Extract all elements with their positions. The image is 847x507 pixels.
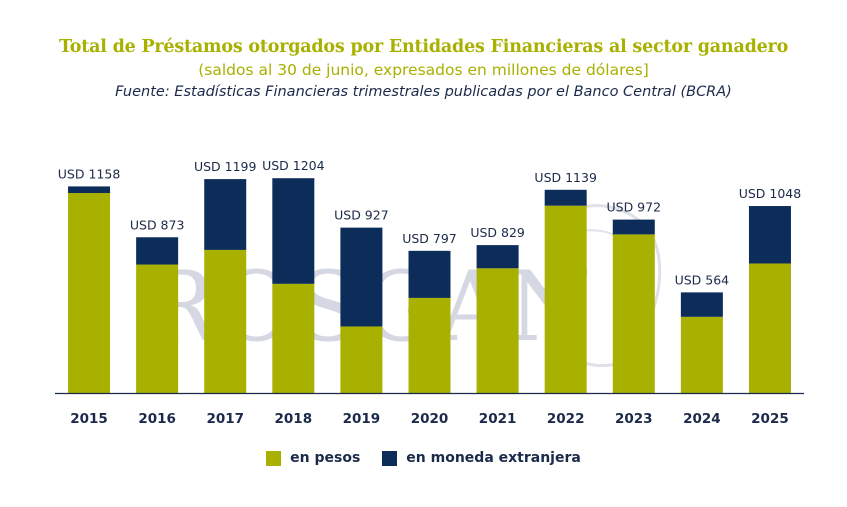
x-tick-labels-group: 2015 2016 2017 2018 2019 2020 2021 2022 2023 2024… <box>70 411 788 427</box>
bar-extranjera-2017 <box>204 179 247 250</box>
bar-extranjera-2020 <box>408 250 451 298</box>
bar-extranjera-2024 <box>680 292 723 317</box>
bar-pesos-2025 <box>748 263 791 393</box>
value-label-2021: USD 829 <box>470 225 525 240</box>
bar-pesos-2019 <box>340 326 383 393</box>
chart-title: Total de Préstamos otorgados por Entidad… <box>58 37 789 57</box>
x-tick-2018: 2018 <box>275 411 313 427</box>
bar-pesos-2023 <box>612 234 655 393</box>
value-label-2022: USD 1139 <box>534 170 597 185</box>
bar-pesos-2015 <box>68 193 111 393</box>
bar-pesos-2024 <box>680 316 723 393</box>
legend-label-extranjera: en moneda extranjera <box>406 450 581 466</box>
bar-extranjera-2015 <box>68 186 111 194</box>
bar-extranjera-2019 <box>340 227 383 327</box>
x-tick-2017: 2017 <box>206 411 244 427</box>
value-label-2024: USD 564 <box>675 272 730 287</box>
value-labels-group: USD 1158 USD 873 USD 1199 USD 1204 USD 927 US… <box>58 158 801 287</box>
x-tick-2021: 2021 <box>479 411 517 427</box>
x-tick-2023: 2023 <box>615 411 653 427</box>
chart-source: Fuente: Estadísticas Financieras trimest… <box>115 84 732 100</box>
x-tick-2020: 2020 <box>411 411 449 427</box>
value-label-2025: USD 1048 <box>739 186 802 201</box>
bar-extranjera-2025 <box>748 206 791 264</box>
bar-extranjera-2023 <box>612 219 655 235</box>
x-tick-2022: 2022 <box>547 411 585 427</box>
bar-pesos-2018 <box>272 283 315 393</box>
bar-pesos-2020 <box>408 297 451 393</box>
legend-swatch-pesos <box>266 450 282 466</box>
value-label-2020: USD 797 <box>402 231 457 246</box>
legend: en pesos en moneda extranjera <box>0 450 847 466</box>
value-label-2019: USD 927 <box>334 208 389 223</box>
bar-pesos-2022 <box>544 205 587 393</box>
x-tick-2019: 2019 <box>343 411 381 427</box>
legend-item-pesos: en pesos <box>266 450 360 466</box>
bar-pesos-2016 <box>136 264 179 393</box>
x-tick-2015: 2015 <box>70 411 108 427</box>
value-label-2016: USD 873 <box>130 217 185 232</box>
bar-extranjera-2018 <box>272 178 315 284</box>
bars-group <box>68 178 791 393</box>
legend-label-pesos: en pesos <box>290 450 361 466</box>
chart-header: Total de Préstamos otorgados por Entidad… <box>0 36 847 103</box>
x-tick-2016: 2016 <box>138 411 176 427</box>
bar-extranjera-2016 <box>136 237 179 265</box>
bar-extranjera-2021 <box>476 245 519 269</box>
value-label-2023: USD 972 <box>606 200 661 215</box>
x-tick-2024: 2024 <box>683 411 721 427</box>
bar-pesos-2017 <box>204 249 247 393</box>
value-label-2017: USD 1199 <box>194 159 257 174</box>
bar-pesos-2021 <box>476 268 519 393</box>
bar-extranjera-2022 <box>544 189 587 206</box>
value-label-2015: USD 1158 <box>58 166 121 181</box>
legend-item-extranjera: en moneda extranjera <box>382 450 581 466</box>
x-tick-2025: 2025 <box>751 411 789 427</box>
value-label-2018: USD 1204 <box>262 158 325 173</box>
chart-subtitle: (saldos al 30 de junio, expresados en mi… <box>198 61 649 79</box>
legend-swatch-extranjera <box>382 450 398 466</box>
